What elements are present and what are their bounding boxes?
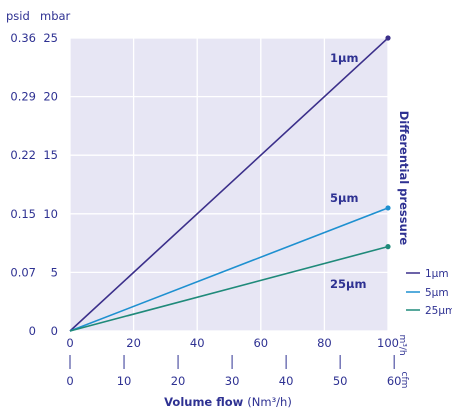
y-tick-label-mbar: 10 (43, 207, 58, 221)
series-label-1um: 1µm (330, 51, 358, 65)
series-line-0 (69, 37, 389, 332)
y-tick-label-psid: 0.29 (10, 90, 36, 104)
x-axis-title-main: Volume flow (164, 395, 244, 409)
cfm-tick-label: 10 (117, 374, 132, 388)
legend-label-25um: 25µm (425, 305, 452, 317)
ticks-layer: 0 20 40 60 80 1000050.07100.15150.22200.29250… (10, 31, 401, 388)
cfm-tick-label: 20 (171, 374, 186, 388)
x-tick-label: 100 (377, 336, 399, 350)
cfm-tick-label: 60 (387, 374, 402, 388)
series-line-2 (69, 245, 389, 332)
y-tick-label-psid: 0.07 (10, 265, 36, 279)
series-lines (69, 35, 391, 332)
x-unit-cfm: cfm (399, 372, 409, 389)
series-point-2 (385, 244, 391, 250)
y-tick-label-mbar: 15 (43, 148, 58, 162)
grid (69, 37, 389, 332)
x-tick-label: 40 (190, 336, 205, 350)
y-tick-label-mbar: 0 (51, 324, 58, 338)
y-unit-psid: psid (6, 9, 30, 23)
series-point-1 (385, 205, 391, 211)
y-axis-title: Differential pressure (397, 111, 411, 246)
y-tick-label-psid: 0.36 (10, 31, 36, 45)
cfm-tick-label: 50 (333, 374, 348, 388)
x-unit-m3h: m³/h (397, 334, 407, 355)
y-tick-label-psid: 0.15 (10, 207, 36, 221)
series-label-5um: 5µm (330, 191, 358, 205)
x-tick-label: 0 (66, 336, 73, 350)
y-tick-label-psid: 0.22 (10, 148, 36, 162)
y-tick-label-mbar: 5 (51, 265, 58, 279)
cfm-tick-label: 40 (279, 374, 294, 388)
series-line-1 (69, 207, 389, 332)
x-axis-title: Volume flow (Nm³/h) (164, 395, 292, 409)
series-label-25um: 25µm (330, 277, 366, 291)
y-tick-label-psid: 0 (29, 324, 36, 338)
x-tick-label: 80 (317, 336, 332, 350)
x-axis-title-unit: (Nm³/h) (247, 395, 292, 409)
legend-label-5um: 5µm (425, 287, 449, 299)
legend-label-1um: 1µm (425, 268, 449, 280)
x-tick-label: 60 (253, 336, 268, 350)
y-tick-label-mbar: 20 (43, 90, 58, 104)
x-tick-label: 20 (126, 336, 141, 350)
y-tick-label-mbar: 25 (43, 31, 58, 45)
cfm-tick-label: 0 (66, 374, 73, 388)
y-unit-mbar: mbar (40, 9, 71, 23)
cfm-tick-label: 30 (225, 374, 240, 388)
legend: 1µm 5µm 25µm (406, 268, 452, 317)
series-point-0 (385, 35, 391, 41)
